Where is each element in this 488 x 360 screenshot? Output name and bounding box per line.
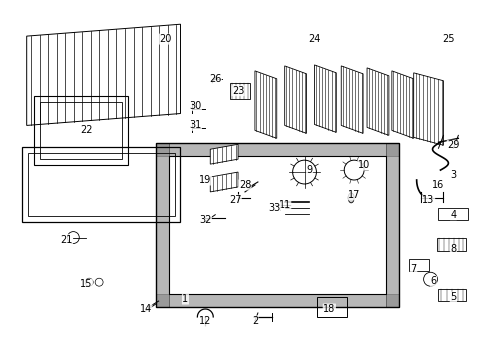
Text: 17: 17	[347, 190, 360, 200]
Text: 22: 22	[80, 125, 92, 135]
Text: 25: 25	[441, 34, 454, 44]
Text: 26: 26	[208, 74, 221, 84]
Polygon shape	[284, 66, 306, 133]
Text: 14: 14	[140, 304, 152, 314]
Text: 31: 31	[189, 121, 201, 130]
Polygon shape	[341, 66, 362, 133]
Text: 10: 10	[357, 160, 369, 170]
Polygon shape	[413, 73, 443, 145]
Polygon shape	[366, 68, 388, 135]
Text: 8: 8	[449, 244, 455, 255]
Polygon shape	[155, 143, 398, 156]
Polygon shape	[210, 144, 238, 164]
Polygon shape	[155, 143, 168, 307]
Text: 6: 6	[429, 276, 436, 286]
Text: 5: 5	[449, 292, 456, 302]
Text: 28: 28	[238, 180, 251, 190]
Text: 3: 3	[449, 170, 455, 180]
Text: 11: 11	[278, 200, 290, 210]
Polygon shape	[210, 172, 238, 192]
Text: 33: 33	[268, 203, 280, 213]
Text: 23: 23	[231, 86, 244, 96]
Text: 18: 18	[323, 304, 335, 314]
Text: 2: 2	[251, 316, 258, 326]
Polygon shape	[391, 71, 413, 138]
Text: 1: 1	[182, 294, 188, 304]
Polygon shape	[254, 71, 276, 138]
Polygon shape	[155, 294, 398, 307]
Text: 9: 9	[306, 165, 312, 175]
Text: 4: 4	[449, 210, 455, 220]
Text: 32: 32	[199, 215, 211, 225]
Ellipse shape	[347, 193, 353, 203]
Text: 12: 12	[199, 316, 211, 326]
Text: 16: 16	[431, 180, 444, 190]
Text: 21: 21	[60, 234, 72, 244]
Polygon shape	[314, 65, 336, 132]
Polygon shape	[230, 83, 249, 99]
Text: 24: 24	[307, 34, 320, 44]
Text: 30: 30	[189, 100, 201, 111]
Text: 19: 19	[199, 175, 211, 185]
Text: 20: 20	[159, 34, 171, 44]
Text: 7: 7	[410, 264, 416, 274]
Polygon shape	[27, 24, 180, 125]
Text: 27: 27	[228, 195, 241, 205]
Polygon shape	[385, 143, 398, 307]
Text: 13: 13	[422, 195, 434, 205]
Text: 15: 15	[80, 279, 92, 289]
Text: 29: 29	[446, 140, 459, 150]
